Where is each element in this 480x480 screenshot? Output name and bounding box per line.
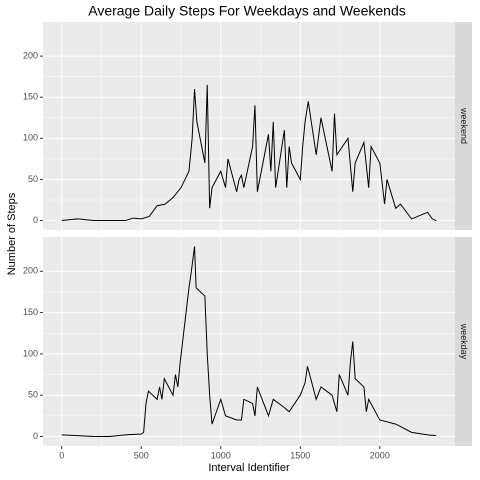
- y-tick-label: 0: [33, 431, 38, 441]
- x-axis-title: Interval Identifier: [208, 462, 290, 474]
- y-tick-label: 100: [23, 133, 38, 143]
- line: [61, 84, 437, 222]
- y-tick-label: 100: [23, 348, 38, 358]
- chart-title: Average Daily Steps For Weekdays and Wee…: [88, 3, 406, 19]
- line: [61, 246, 437, 437]
- y-tick-label: 150: [23, 307, 38, 317]
- strip-label: weekend: [459, 107, 469, 144]
- x-tick-label: 1000: [211, 450, 231, 460]
- y-tick-label: 200: [23, 266, 38, 276]
- strip-label: weekday: [459, 323, 469, 360]
- y-tick-label: 200: [23, 50, 38, 60]
- x-tick-label: 2000: [370, 450, 390, 460]
- strip-background: [455, 22, 472, 230]
- x-tick-label: 500: [134, 450, 149, 460]
- x-tick-label: 1500: [290, 450, 310, 460]
- strip-background: [455, 237, 472, 446]
- y-tick-label: 50: [28, 390, 38, 400]
- y-tick-label: 50: [28, 174, 38, 184]
- y-tick-label: 0: [33, 215, 38, 225]
- y-tick-label: 150: [23, 92, 38, 102]
- panel-background: [43, 237, 455, 446]
- panel-background: [43, 22, 455, 230]
- x-tick-label: 0: [59, 450, 64, 460]
- y-axis-title: Number of Steps: [6, 192, 18, 275]
